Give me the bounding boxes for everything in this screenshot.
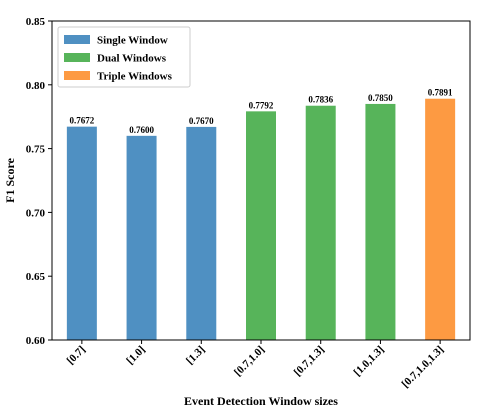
value-label-6: 0.7891 [428,88,453,98]
y-axis: 0.60 0.65 0.70 0.75 0.80 0.85 [26,16,52,347]
y-axis-label: F1 Score [3,157,17,202]
value-labels-layer: 0.7672 0.7600 0.7670 0.7792 0.7836 0.7850 0.78… [69,88,453,135]
y-tick-label-0: 0.60 [26,335,46,347]
y-tick-label-4: 0.80 [26,80,46,92]
y-tick-label-2: 0.70 [26,207,46,219]
legend-swatch-1 [64,53,90,62]
value-label-2: 0.7670 [189,116,214,126]
legend-swatch-0 [64,35,90,44]
bar-6 [425,98,456,340]
bars-layer [66,98,456,341]
y-tick-label-3: 0.75 [26,144,46,156]
y-tick-label-5: 0.85 [26,16,46,28]
x-axis: [0.7] [1.0] [1.3] [0.7,1.0] [0.7,1.3] [1.0,1.… [65,340,447,391]
bar-2 [186,126,217,341]
x-tick-label-2: [1.3] [184,344,207,367]
bar-3 [246,111,276,341]
x-tick-label-4: [0.7,1.3] [292,344,327,379]
bar-4 [305,105,336,340]
legend-box [57,26,191,88]
x-tick-label-5: [1.0,1.3] [351,344,386,379]
x-tick-label-3: [0.7,1.0] [232,344,267,379]
bar-1 [126,135,157,340]
x-axis-label: Event Detection Window sizes [184,394,338,408]
x-tick-label-0: [0.7] [65,344,88,367]
legend-label-1: Dual Windows [97,53,167,65]
value-label-3: 0.7792 [249,100,274,110]
value-label-5: 0.7850 [368,93,393,103]
legend-label-2: Triple Windows [97,71,173,83]
x-tick-label-6: [0.7,1.0,1.3] [400,344,447,391]
bar-5 [365,103,396,340]
y-tick-label-1: 0.65 [26,271,46,283]
bar-0 [66,126,97,340]
value-label-1: 0.7600 [129,125,154,135]
legend-label-0: Single Window [97,35,168,47]
value-label-4: 0.7836 [308,95,333,105]
value-label-0: 0.7672 [69,116,94,126]
x-tick-label-1: [1.0] [124,344,147,367]
legend: Single Window Dual Windows Triple Windows [57,26,191,88]
legend-swatch-2 [64,71,90,80]
